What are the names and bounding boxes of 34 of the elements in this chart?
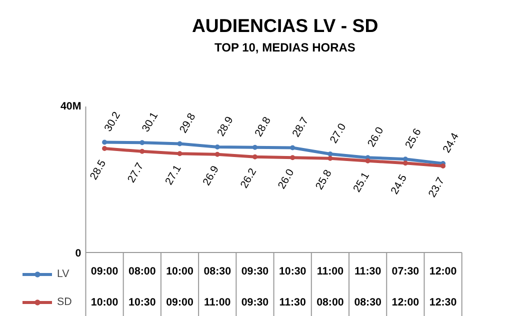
point [214,144,220,150]
category-label: 09:30 09:30 [241,266,269,309]
category-label: 11:30 08:30 [354,266,382,309]
point [140,148,145,154]
legend-label: LV [57,268,70,280]
point [252,144,258,150]
point [328,156,333,161]
point [214,152,220,157]
point [140,140,145,146]
point [102,140,108,145]
category-label: 10:30 11:30 [278,266,306,309]
category-label: 08:30 11:00 [204,266,232,309]
point [252,154,258,160]
category-label: 10:00 09:00 [166,266,194,309]
point [177,151,182,156]
point [365,158,370,164]
y-tick-label: 40M [60,100,82,113]
point [402,156,408,162]
point [402,160,408,166]
chart-subtitle: TOP 10, MEDIAS HORAS [214,40,356,55]
point [290,155,296,160]
category-label: 11:00 08:00 [316,266,344,309]
point [440,164,446,169]
category-label: 09:00 10:00 [90,266,118,309]
point [102,146,108,151]
y-tick-label: 0 [75,248,82,260]
point [290,145,296,150]
point [177,141,182,146]
category-label: 07:30 12:00 [392,266,420,309]
point [328,151,333,156]
category-label: 12:00 12:30 [429,266,457,309]
legend-label: SD [57,296,73,308]
chart-title: AUDIENCIAS LV - SD [192,14,378,36]
category-label: 08:00 10:30 [128,266,156,309]
